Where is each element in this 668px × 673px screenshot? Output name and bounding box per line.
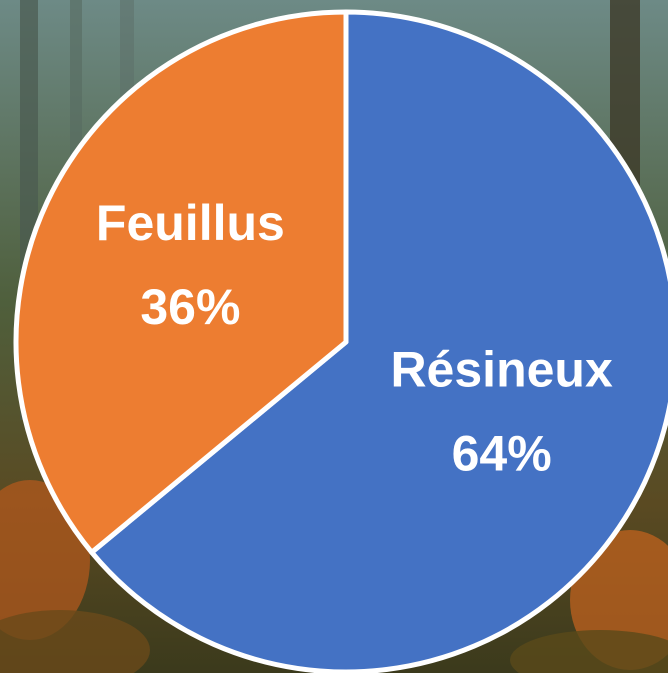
slice-value-label: 36%	[140, 279, 240, 335]
slice-category-label: Feuillus	[96, 195, 285, 251]
pie: Résineux 64% Feuillus 36%	[16, 12, 668, 672]
page: Résineux64%Feuillus36% (() => { const da…	[0, 0, 668, 673]
chart: Résineux 64% Feuillus 36%	[0, 0, 668, 673]
slice-category-label: Résineux	[390, 341, 613, 397]
slice-value-label: 64%	[452, 425, 552, 481]
